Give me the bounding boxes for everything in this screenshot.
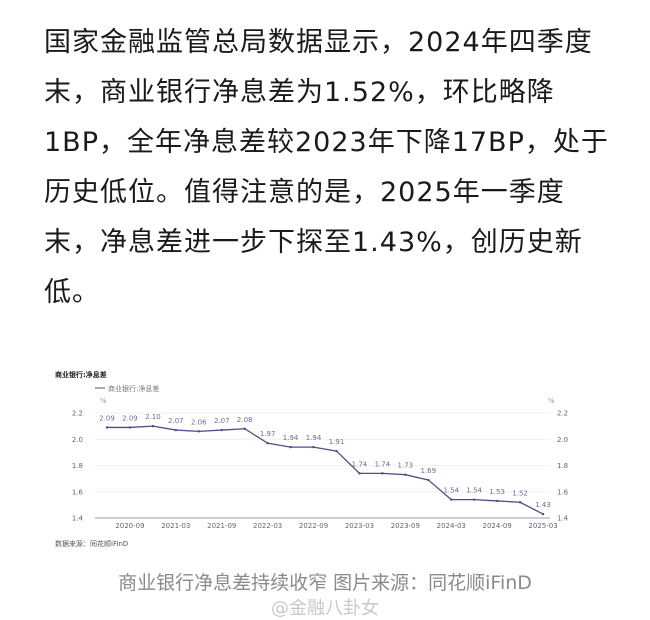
data-point [243,427,246,430]
net-interest-margin-chart: 商业银行:净息差 商业银行:净息差 % % 2.2 2.2 2.0 2.0 1.8 1.8… [55,370,569,548]
data-label: 1.74 [375,460,391,468]
image-caption: 商业银行净息差持续收窄 图片来源：同花顺iFinD [118,572,532,594]
x-tick-label: 2021-09 [207,522,236,530]
data-point [358,472,361,475]
article-line: 末，净息差进一步下探至1.43%，创历史新 [44,227,583,258]
data-point [427,478,430,482]
y-tick-right: 2.0 [557,436,568,444]
x-tick-label: 2023-09 [391,522,420,530]
data-point [381,472,384,475]
data-label: 1.54 [443,487,459,495]
data-point [518,501,522,504]
chart-title: 商业银行:净息差 [55,370,107,379]
y-tick-right: 1.8 [557,462,568,470]
data-label: 2.09 [99,414,115,422]
chart-source: 数据来源：同花顺iFinD [55,539,128,548]
y-tick-left: 2.0 [72,436,83,444]
x-tick-label: 2024-03 [437,522,466,530]
article-line: 国家金融监管总局数据显示，2024年四季度 [44,27,593,58]
data-point [541,512,545,516]
x-tick-label: 2020-09 [115,522,144,530]
data-label: 1.52 [512,489,528,497]
data-label: 1.69 [421,467,437,475]
article-line: 1BP，全年净息差较2023年下降17BP，处于 [44,127,609,158]
data-label: 1.53 [489,488,505,496]
data-label: 2.08 [237,416,253,424]
data-label: 1.91 [329,438,345,446]
data-label: 1.94 [306,434,322,442]
data-label: 1.74 [352,460,368,468]
y-tick-left: 1.4 [72,515,84,523]
data-label: 1.97 [260,430,276,438]
article-paragraph: 国家金融监管总局数据显示，2024年四季度 末，商业银行净息差为1.52%，环比… [44,18,624,318]
watermark: @金融八卦女 [271,598,379,619]
data-point [197,430,200,433]
data-point [151,424,155,428]
data-point [404,473,407,476]
data-label: 1.73 [398,462,414,470]
y-tick-right: 1.4 [557,515,569,523]
data-label: 2.09 [122,414,138,422]
y-tick-right: 2.2 [557,410,568,418]
x-tick-label: 2022-03 [253,522,282,530]
data-label: 2.07 [168,417,184,425]
unit-left: % [100,397,107,405]
y-tick-left: 1.6 [72,488,84,496]
data-point [312,445,315,449]
data-label: 1.94 [283,434,299,442]
data-point [495,499,499,503]
x-tick-label: 2024-09 [483,522,512,530]
data-point [220,428,223,432]
data-label: 2.10 [145,413,161,421]
data-point [335,449,338,453]
article-line: 低。 [44,277,100,308]
data-point [266,441,269,445]
x-tick-label: 2022-09 [299,522,328,530]
x-tick-label: 2025-03 [528,522,557,530]
data-label: 1.54 [466,487,482,495]
data-point [105,426,109,429]
legend-label: 商业银行:净息差 [108,384,159,393]
data-point [450,498,453,501]
x-tick-label: 2023-03 [345,522,374,530]
y-tick-left: 2.2 [72,410,83,418]
series-line [107,425,544,515]
article-line: 末，商业银行净息差为1.52%，环比略降 [44,77,555,108]
data-label: 1.43 [535,501,551,509]
y-tick-left: 1.8 [72,462,83,470]
data-point [289,445,292,449]
data-label: 2.06 [191,418,207,426]
y-tick-right: 1.6 [557,488,569,496]
data-point [473,498,476,501]
data-label: 2.07 [214,417,230,425]
data-point [128,426,132,429]
data-point [174,428,178,432]
x-tick-label: 2021-03 [161,522,190,530]
article-line: 历史低位。值得注意的是，2025年一季度 [44,177,565,208]
unit-right: % [548,397,555,405]
